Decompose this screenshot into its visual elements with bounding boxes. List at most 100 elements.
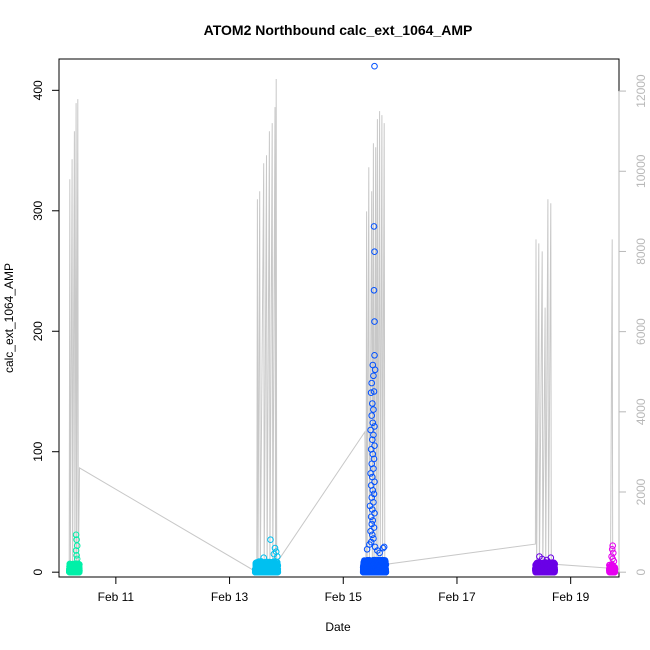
y2-tick-label: 8000	[634, 238, 648, 265]
data-point	[379, 544, 387, 552]
data-point	[371, 318, 378, 325]
data-point	[366, 568, 374, 576]
x-tick-label: Feb 15	[325, 590, 363, 604]
data-point	[369, 531, 376, 539]
y2-tick-label: 4000	[634, 398, 648, 425]
data-point	[367, 527, 374, 535]
data-point	[371, 62, 378, 70]
cluster-feb19	[606, 542, 619, 576]
data-point	[261, 558, 269, 566]
data-point	[369, 517, 377, 524]
data-point	[379, 559, 387, 566]
data-point	[538, 555, 546, 563]
data-point	[371, 442, 378, 450]
data-point	[609, 542, 617, 550]
data-point	[367, 389, 375, 397]
x-axis-label: Date	[325, 620, 351, 634]
y-axis-label: calc_ext_1064_AMP	[2, 263, 16, 373]
data-point	[267, 536, 274, 544]
cluster-feb10	[66, 531, 83, 576]
data-point	[72, 547, 80, 554]
data-point	[608, 546, 616, 553]
y-axis-right: 0 2000 4000 6000 8000 10000 12000	[618, 74, 648, 576]
data-point	[539, 565, 547, 572]
data-point	[73, 552, 80, 559]
data-point	[367, 513, 375, 521]
y-axis-left: 0 100 200 300 400	[31, 80, 60, 576]
data-point	[274, 553, 281, 560]
data-point	[376, 549, 383, 557]
data-point	[365, 556, 373, 564]
data-point	[370, 431, 377, 439]
data-point	[271, 567, 279, 575]
data-point	[369, 400, 376, 407]
x-axis: Feb 11 Feb 13 Feb 15 Feb 17 Feb 19	[98, 576, 590, 604]
data-point	[370, 465, 377, 472]
data-point	[363, 546, 371, 553]
data-point	[66, 566, 74, 574]
scatter-points-layer	[66, 62, 619, 576]
data-point	[369, 436, 376, 444]
chart-title: ATOM2 Northbound calc_ext_1064_AMP	[204, 22, 473, 38]
y-tick-label: 400	[31, 80, 45, 100]
data-point	[371, 478, 378, 486]
data-point	[611, 567, 618, 574]
x-tick-label: Feb 17	[438, 590, 476, 604]
data-point	[370, 287, 378, 294]
x-tick-label: Feb 11	[98, 590, 135, 604]
data-point	[539, 568, 547, 576]
y-tick-label: 200	[31, 321, 45, 341]
data-point	[255, 567, 263, 575]
data-point	[370, 499, 377, 506]
y-tick-label: 100	[31, 441, 45, 461]
data-point	[370, 372, 377, 380]
data-point	[370, 223, 378, 230]
data-point	[546, 568, 553, 576]
data-point	[73, 555, 81, 563]
data-point	[367, 426, 374, 434]
data-point	[543, 556, 551, 564]
data-point	[371, 248, 378, 255]
data-point	[73, 542, 81, 550]
y2-tick-label: 2000	[634, 478, 648, 505]
data-point	[382, 568, 389, 576]
data-point	[371, 509, 378, 517]
data-point	[268, 561, 276, 569]
cluster-feb15	[359, 62, 390, 576]
data-point	[609, 563, 617, 570]
data-point	[610, 558, 618, 565]
data-point	[271, 544, 279, 552]
x-tick-label: Feb 19	[552, 590, 590, 604]
data-point	[370, 524, 378, 531]
data-point	[371, 423, 378, 430]
y2-tick-label: 6000	[634, 318, 648, 345]
data-point	[374, 564, 382, 572]
secondary-line-layer	[68, 78, 615, 574]
data-point	[361, 559, 368, 567]
data-point	[371, 366, 379, 374]
data-point	[367, 470, 374, 477]
y2-tick-label: 12000	[634, 74, 648, 108]
data-point	[369, 419, 377, 427]
data-point	[370, 406, 377, 413]
x-tick-label: Feb 13	[211, 590, 249, 604]
y-tick-label: 0	[31, 569, 45, 576]
data-point	[272, 561, 280, 569]
data-point	[75, 561, 82, 569]
cluster-feb18	[532, 553, 559, 576]
y2-tick-label: 0	[634, 569, 648, 576]
data-point	[73, 568, 81, 576]
y2-tick-label: 10000	[634, 154, 648, 188]
y-tick-label: 300	[31, 200, 45, 220]
data-point	[547, 560, 555, 568]
data-point	[375, 568, 382, 575]
data-point	[370, 388, 378, 395]
data-point	[380, 543, 388, 551]
data-point	[371, 352, 378, 359]
data-point	[368, 412, 376, 419]
data-point	[369, 450, 377, 458]
data-point	[548, 568, 555, 576]
data-point	[269, 568, 277, 576]
data-point	[550, 560, 558, 567]
